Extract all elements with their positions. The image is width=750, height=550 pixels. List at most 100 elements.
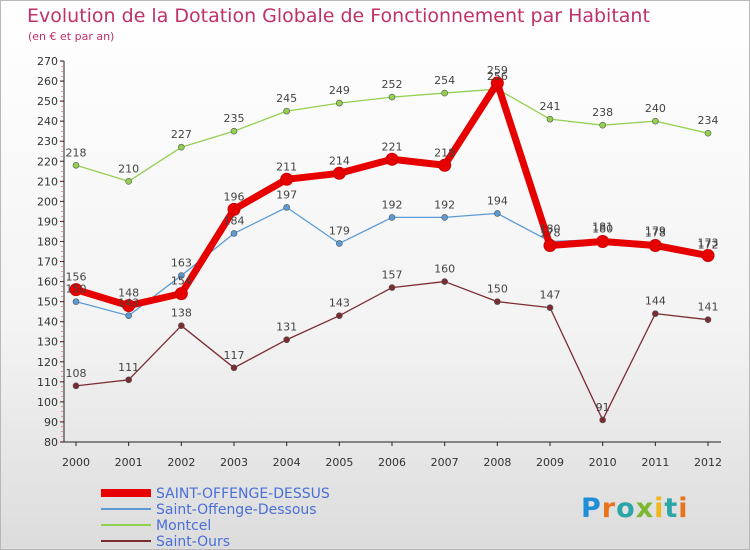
legend-label: Saint-Offenge-Dessous (156, 502, 317, 518)
data-label: 234 (698, 114, 719, 127)
data-label: 156 (66, 271, 87, 284)
data-point (178, 322, 185, 329)
data-point (72, 161, 80, 169)
y-tick-label: 230 (37, 135, 58, 148)
y-tick-label: 180 (37, 235, 58, 248)
data-point (174, 287, 188, 301)
data-point (546, 115, 554, 123)
chart-subtitle: (en € et par an) (28, 30, 115, 43)
data-point (69, 283, 83, 297)
data-label: 240 (645, 102, 666, 115)
data-label: 91 (596, 401, 610, 414)
data-label: 143 (329, 297, 350, 310)
data-point (72, 382, 80, 390)
data-point (227, 202, 241, 216)
proxiti-logo: Proxiti (581, 493, 689, 524)
data-label: 138 (171, 307, 192, 320)
data-label: 241 (540, 100, 561, 113)
y-tick-label: 160 (37, 276, 58, 289)
data-point (230, 127, 238, 135)
data-point (122, 299, 136, 313)
y-tick-label: 150 (37, 296, 58, 309)
chart-title: Evolution de la Dotation Globale de Fonc… (27, 5, 650, 27)
y-tick-label: 100 (37, 396, 58, 409)
y-tick-label: 240 (37, 115, 58, 128)
x-tick-label: 2011 (641, 456, 669, 469)
data-point (388, 93, 396, 101)
data-point (494, 210, 501, 217)
x-tick-label: 2007 (431, 456, 459, 469)
data-label: 256 (487, 70, 508, 83)
data-point (178, 143, 185, 151)
x-tick-label: 2001 (115, 456, 143, 469)
data-label: 150 (66, 283, 87, 296)
y-tick-label: 250 (37, 95, 58, 108)
data-point (283, 336, 290, 344)
data-label: 180 (592, 222, 613, 235)
data-label: 178 (540, 226, 561, 239)
data-label: 131 (276, 321, 297, 334)
y-tick-label: 190 (37, 215, 58, 228)
y-tick-label: 270 (37, 55, 58, 68)
series-line (75, 280, 709, 421)
x-tick-label: 2004 (273, 456, 301, 469)
data-point (336, 99, 343, 107)
data-label: 148 (118, 287, 139, 300)
data-point (652, 310, 659, 317)
data-point (599, 121, 606, 129)
data-label: 196 (224, 190, 245, 203)
data-point (125, 376, 132, 384)
data-label: 163 (171, 257, 192, 270)
data-label: 178 (645, 226, 666, 239)
data-label: 214 (329, 154, 350, 167)
data-point (230, 230, 238, 237)
data-label: 210 (118, 162, 139, 175)
y-tick-label: 130 (37, 336, 58, 349)
data-label: 144 (645, 295, 666, 308)
data-label: 173 (698, 237, 719, 250)
data-point (438, 158, 452, 172)
y-tick-label: 90 (44, 416, 58, 429)
y-tick-label: 170 (37, 256, 58, 269)
data-label: 179 (329, 224, 350, 237)
data-point (599, 416, 606, 424)
data-label: 235 (224, 112, 245, 125)
data-label: 249 (329, 84, 350, 97)
legend-label: SAINT-OFFENGE-DESSUS (156, 486, 330, 502)
data-label: 254 (434, 74, 455, 87)
x-tick-label: 2009 (536, 456, 564, 469)
data-label: 218 (434, 146, 455, 159)
data-point (704, 129, 712, 137)
data-label: 117 (224, 349, 245, 362)
data-label: 108 (66, 367, 87, 380)
data-label: 160 (434, 263, 455, 276)
data-label: 179 (645, 224, 666, 237)
data-label: 180 (540, 222, 561, 235)
data-label: 259 (487, 64, 508, 77)
data-label: 245 (276, 92, 297, 105)
data-label: 150 (487, 283, 508, 296)
data-point (388, 284, 396, 291)
data-point (441, 278, 448, 285)
data-label: 218 (66, 146, 87, 159)
y-tick-label: 260 (37, 75, 58, 88)
data-label: 111 (118, 361, 139, 374)
data-point (332, 166, 346, 180)
y-tick-label: 200 (37, 195, 58, 208)
data-label: 238 (592, 106, 613, 119)
y-tick-label: 120 (37, 356, 58, 369)
data-point (441, 214, 448, 221)
data-point (546, 304, 554, 311)
y-tick-label: 80 (44, 436, 58, 449)
legend-label: Saint-Ours (156, 534, 230, 549)
x-tick-label: 2002 (167, 456, 195, 469)
y-tick-label: 110 (37, 376, 58, 389)
x-tick-label: 2012 (694, 456, 722, 469)
x-tick-label: 2008 (483, 456, 511, 469)
data-point (230, 364, 238, 372)
data-label: 192 (434, 198, 455, 211)
data-point (280, 172, 294, 186)
data-label: 154 (171, 275, 192, 288)
